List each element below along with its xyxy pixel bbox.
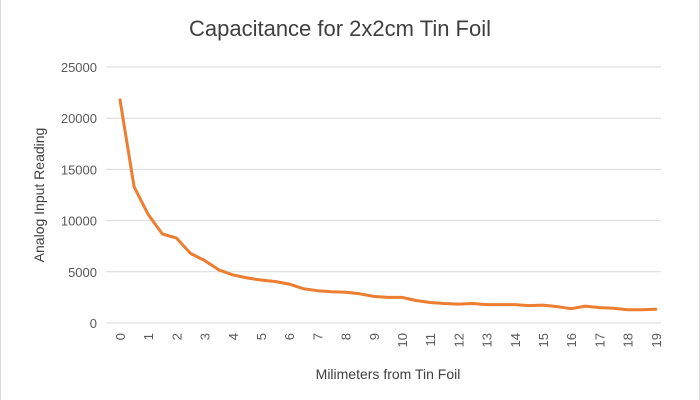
chart-title: Capacitance for 2x2cm Tin Foil (189, 16, 491, 41)
x-tick-labels: 0 1 2 3 4 5 6 7 8 9 10 11 12 13 14 15 16 17 18 19 (113, 333, 664, 347)
x-axis-label: Milimeters from Tin Foil (316, 366, 461, 382)
x-tick-label: 1 (141, 333, 156, 340)
y-tick-label: 15000 (61, 162, 97, 177)
x-tick-label: 2 (169, 333, 184, 340)
x-tick-label: 17 (592, 333, 607, 347)
series-layer (118, 98, 658, 312)
y-tick-label: 5000 (68, 265, 97, 280)
x-tick-label: 8 (339, 333, 354, 340)
x-tick-label: 14 (508, 333, 523, 347)
x-tick-label: 12 (451, 333, 466, 347)
x-tick-label: 15 (536, 333, 551, 347)
x-tick-label: 3 (198, 333, 213, 340)
x-tick-label: 0 (113, 333, 128, 340)
y-tick-labels: 0 5000 10000 15000 20000 25000 (61, 60, 97, 331)
y-tick-label: 20000 (61, 111, 97, 126)
gridlines (106, 66, 661, 324)
x-tick-label: 4 (226, 333, 241, 340)
x-tick-label: 6 (282, 333, 297, 340)
y-tick-label: 0 (90, 316, 97, 331)
x-tick-label: 16 (564, 333, 579, 347)
y-axis-label: Analog Input Reading (31, 128, 47, 263)
y-tick-label: 25000 (61, 60, 97, 75)
x-tick-label: 9 (367, 333, 382, 340)
x-tick-label: 11 (423, 333, 438, 347)
x-tick-label: 19 (649, 333, 664, 347)
x-tick-label: 18 (621, 333, 636, 347)
x-tick-label: 5 (254, 333, 269, 340)
x-tick-label: 7 (310, 333, 325, 340)
series-line (118, 98, 658, 312)
y-tick-label: 10000 (61, 214, 97, 229)
x-tick-label: 10 (395, 333, 410, 347)
x-tick-label: 13 (480, 333, 495, 347)
